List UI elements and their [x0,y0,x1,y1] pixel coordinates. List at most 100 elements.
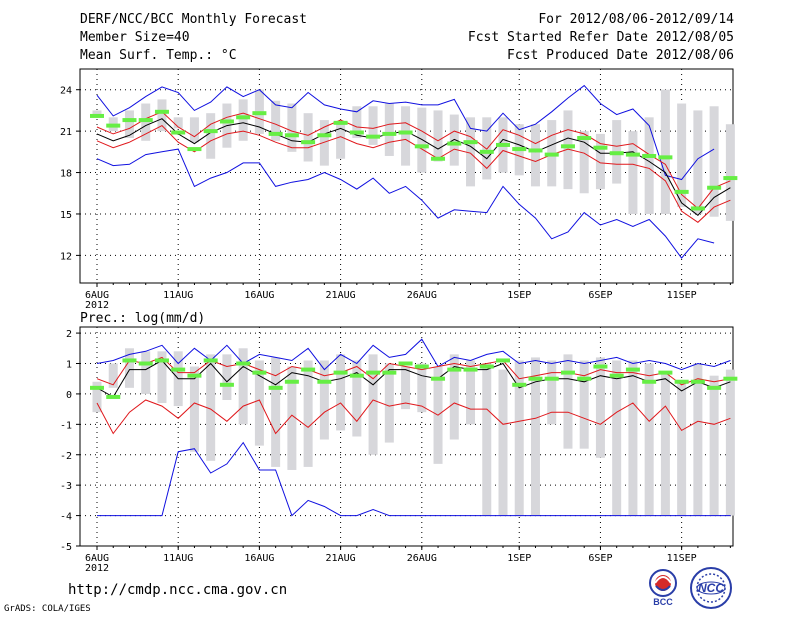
ensemble-mean-mark [122,358,137,363]
x-tick-label: 1SEP [507,290,531,301]
year-label: 2012 [85,300,109,311]
fcst-produced-date: Fcst Produced Date 2012/08/06 [507,48,734,63]
ensemble-mean-mark [349,130,364,135]
ensemble-mean-mark [301,367,316,372]
ensemble-mean-mark [593,364,608,369]
ensemble-mean-mark [268,131,283,136]
ensemble-mean-mark [284,133,299,138]
spread-box [336,354,346,431]
y-tick-label: 18 [60,169,72,180]
ensemble-mean-mark [609,373,624,378]
spread-box [124,348,134,388]
spread-box [189,117,199,143]
spread-box [709,375,719,516]
ensemble-mean-mark [447,367,462,372]
ensemble-mean-mark [138,361,153,366]
x-tick-label: 11SEP [667,553,697,564]
ensemble-mean-mark [252,370,267,375]
lower-percentile-red [96,399,731,435]
y-tick-label: -1 [60,420,72,431]
x-tick-label: 6SEP [588,290,612,301]
ensemble-mean-mark [560,370,575,375]
spread-box [595,133,605,190]
grads-credit: GrADS: COLA/IGES [4,604,91,614]
ensemble-mean-mark [106,123,121,128]
spread-box [628,360,638,516]
ensemble-mean-mark [560,144,575,149]
ensemble-mean-mark [317,133,332,138]
ensemble-mean-mark [366,134,381,139]
min-line-blue [97,441,731,517]
spread-box [482,363,492,516]
spread-box [563,354,573,449]
ensemble-mean-mark [642,379,657,384]
spread-box [725,369,735,516]
member-size: Member Size=40 [80,30,190,45]
x-tick-label: 26AUG [407,553,437,564]
ensemble-mean-mark [366,370,381,375]
ensemble-mean-mark [219,119,234,124]
spread-box [319,120,329,166]
ensemble-mean-mark [723,376,738,381]
spread-box [384,363,394,443]
spread-box [189,366,199,452]
spread-box [238,99,248,141]
footer-url[interactable]: http://cmdp.ncc.cma.gov.cn [68,582,288,598]
y-tick-label: 21 [60,127,72,138]
panel-temperature: 12 15 18 21 24 6AUG 11AUG 16AUG 21AUG 26AUG 1SEP 6S… [60,68,738,311]
spread-box [401,106,411,166]
ensemble-mean-mark [577,136,592,141]
spread-box [449,114,459,166]
spread-box [579,360,589,449]
ensemble-mean-mark [690,379,705,384]
variable-label: Mean Surf. Temp.: °C [80,48,237,63]
year-label: 2012 [85,563,109,574]
spread-box [287,103,297,152]
ensemble-mean-mark [625,152,640,157]
ensemble-mean-mark [707,385,722,390]
y-tick-label: 24 [60,86,72,97]
ensemble-mean-mark [707,185,722,190]
spread-box [644,363,654,516]
x-tick-label: 26AUG [407,290,437,301]
ensemble-mean-mark [496,142,510,147]
spread-box [206,354,216,461]
x-tick-label: 6AUG [85,553,109,564]
spread-box [141,351,151,394]
x-tick-label: 6SEP [588,553,612,564]
ensemble-mean-mark [252,111,267,116]
ensemble-mean-mark [154,358,169,363]
ensemble-mean-mark [138,118,153,123]
ensemble-mean-mark [642,153,657,158]
spread-box [222,354,232,400]
spread-box [628,131,638,214]
ensemble-mean-mark [284,379,299,384]
ensemble-mean-mark [187,373,202,378]
max-line-blue [96,338,731,371]
ensemble-mean-mark [187,147,202,152]
ensemble-mean-mark [479,364,494,369]
ensemble-mean-mark [577,376,592,381]
x-tick-label: 6AUG [85,290,109,301]
ensemble-mean-mark [268,385,283,390]
ensemble-mean-mark [301,140,316,145]
y-tick-label: -4 [60,512,72,523]
ensemble-mean-mark [625,367,640,372]
ensemble-mean-mark [512,147,527,152]
spread-box [303,113,313,162]
spread-box [319,360,329,440]
spread-box [693,363,703,516]
y-tick-label: 1 [66,360,72,371]
spread-box [433,110,443,162]
ensemble-mean-mark [382,370,397,375]
ensemble-mean-mark [674,189,689,194]
spread-box [417,107,427,173]
max-line-blue [96,84,715,181]
ensemble-mean-mark [431,376,446,381]
spread-box [612,360,622,516]
spread-box [157,99,167,132]
x-tick-label: 21AUG [326,553,356,564]
y-tick-label: -3 [60,481,72,492]
spread-box [173,117,183,129]
